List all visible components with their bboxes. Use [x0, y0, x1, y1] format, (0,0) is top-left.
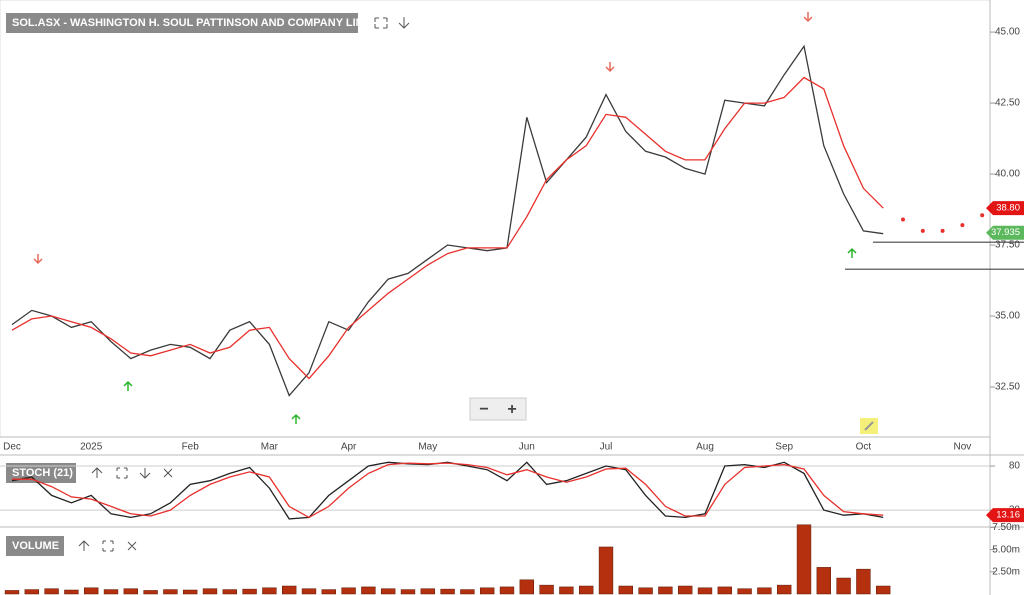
volume-bar	[678, 585, 693, 595]
panel-icons[interactable]	[91, 467, 173, 479]
series-line	[11, 44, 884, 397]
x-tick-label: Jun	[519, 442, 535, 453]
x-tick-label: Nov	[954, 442, 972, 453]
y-tick-label: 32.50	[995, 382, 1020, 393]
price-tag-label: 37.935	[991, 227, 1020, 238]
volume-bar	[777, 584, 792, 595]
volume-bar	[856, 568, 871, 595]
volume-bar	[420, 588, 435, 595]
y-tick-label: 2.50m	[992, 566, 1020, 577]
volume-bar	[499, 586, 515, 595]
projection-dot	[980, 213, 985, 218]
y-tick-label: 35.00	[995, 311, 1020, 322]
volume-bar	[519, 579, 534, 595]
volume-bar	[321, 589, 336, 595]
zoom-in[interactable]: +	[507, 401, 516, 418]
price-tag	[986, 225, 1024, 240]
price-panel	[0, 0, 991, 438]
volume-bar	[796, 524, 812, 595]
volume-bar	[816, 567, 831, 595]
volume-bar	[638, 587, 653, 595]
volume-bar	[381, 588, 396, 595]
volume-bar	[143, 590, 158, 595]
x-tick-label: Sep	[775, 442, 793, 453]
volume-bar	[301, 588, 317, 595]
price-tag-label: 13.16	[996, 510, 1020, 521]
volume-bar	[84, 587, 99, 595]
volume-bar	[539, 584, 554, 595]
y-tick-label: 45.00	[995, 27, 1020, 38]
y-tick-label: 37.50	[995, 240, 1020, 251]
volume-bar	[658, 586, 673, 595]
series-line	[12, 462, 884, 519]
title-box	[6, 536, 64, 556]
volume-bar	[440, 588, 455, 595]
volume-bar	[559, 586, 574, 595]
projection-dot	[960, 223, 965, 228]
x-tick-label: Apr	[341, 442, 357, 453]
volume-bar	[361, 586, 376, 595]
x-tick-label: Oct	[856, 442, 872, 453]
x-tick-label: Jul	[600, 442, 613, 453]
volume-bar	[44, 588, 59, 595]
y-tick-label: 80	[1009, 461, 1021, 472]
chart-title: SOL.ASX - WASHINGTON H. SOUL PATTINSON A…	[12, 17, 390, 29]
volume-bar	[697, 587, 713, 595]
volume-bar	[163, 589, 178, 595]
volume-bar	[876, 585, 891, 595]
title-box	[6, 13, 358, 33]
volume-bar	[103, 589, 119, 595]
volume-bar	[757, 587, 772, 595]
volume-bar	[737, 588, 752, 595]
y-tick-label: 42.50	[995, 98, 1020, 109]
price-tag	[986, 508, 1024, 523]
volume-bar	[64, 589, 79, 595]
x-tick-label: Mar	[261, 442, 279, 453]
y-tick-label: 40.00	[995, 169, 1020, 180]
pencil-icon	[864, 421, 874, 431]
x-tick-label: May	[418, 442, 437, 453]
volume-bar	[717, 586, 732, 595]
volume-bar	[341, 587, 356, 595]
zoom-box	[469, 397, 527, 421]
projection-dot	[940, 228, 945, 233]
series-line	[11, 76, 884, 380]
volume-bar	[618, 585, 633, 595]
panel-icons[interactable]	[78, 540, 137, 552]
volume-bar	[282, 585, 297, 595]
volume-bar	[183, 589, 198, 595]
volume-bar	[123, 588, 138, 595]
volume-bar	[4, 590, 20, 595]
y-tick-label: 5.00m	[992, 544, 1020, 555]
stoch-title: STOCH (21)	[12, 467, 73, 479]
volume-bar	[202, 588, 218, 595]
projection-dot	[901, 217, 905, 222]
volume-bar	[242, 588, 257, 595]
volume-bar	[598, 546, 614, 595]
price-tag-label: 38.80	[996, 203, 1020, 214]
volume-bar	[480, 587, 495, 595]
zoom-out[interactable]: −	[479, 401, 488, 418]
volume-title: VOLUME	[12, 540, 59, 552]
projection-dot	[920, 228, 925, 233]
volume-bar	[400, 589, 416, 595]
expand-icon[interactable]	[374, 17, 388, 29]
y-tick-label: 7.50m	[992, 522, 1020, 533]
volume-bar	[460, 589, 475, 595]
x-tick-label: Aug	[696, 442, 714, 453]
x-tick-label: Feb	[182, 442, 200, 453]
volume-bar	[24, 589, 39, 595]
download-icon[interactable]	[398, 17, 410, 29]
series-line	[11, 461, 884, 520]
x-tick-label: Dec	[3, 442, 21, 453]
x-tick-label: 2025	[80, 442, 103, 453]
price-tag	[986, 201, 1024, 216]
signal-arrows	[33, 12, 857, 424]
volume-bar	[836, 577, 851, 595]
volume-bar	[579, 585, 594, 595]
volume-bar	[262, 587, 277, 595]
volume-bar	[222, 589, 237, 595]
